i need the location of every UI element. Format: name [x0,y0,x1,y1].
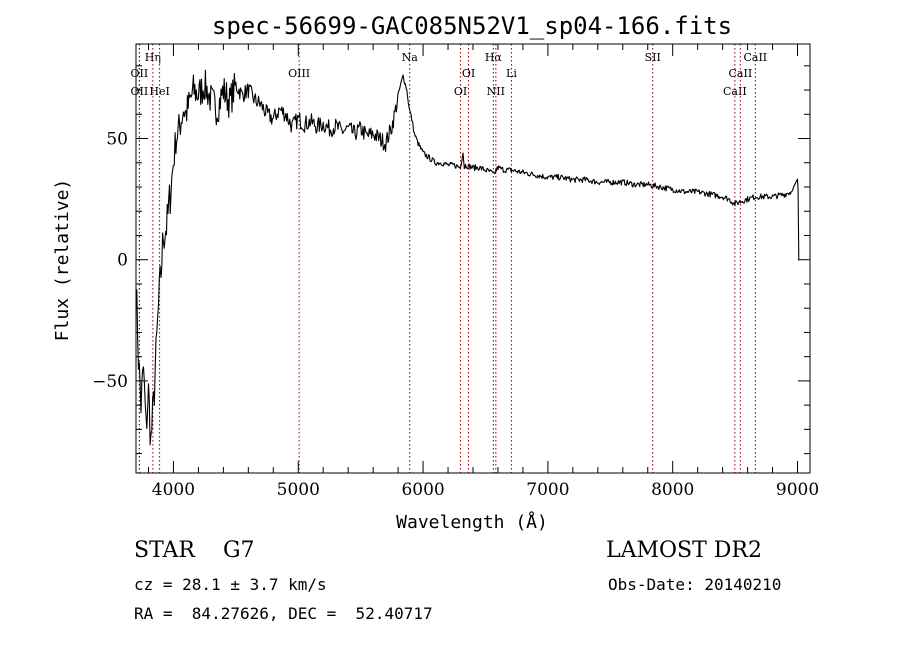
marker-label: Li [506,67,517,80]
coordinates: RA = 84.27626, DEC = 52.40717 [134,604,433,623]
marker-label: CaII [723,85,747,98]
marker-label: OIII [288,67,310,80]
y-tick-label: 0 [117,251,128,271]
marker-label: Hη [145,51,161,64]
y-axis-label: Flux (relative) [52,179,73,342]
x-tick-label: 9000 [776,480,819,500]
marker-label: Hα [485,51,503,64]
marker-label: HeI [149,85,169,98]
survey-name: LAMOST DR2 [606,538,762,563]
x-tick-label: 4000 [152,480,195,500]
marker-label: OII [131,85,149,98]
marker-label: OI [454,85,467,98]
x-tick-label: 5000 [277,480,320,500]
y-tick-label: −50 [92,372,128,392]
y-tick-label: 50 [106,130,128,150]
x-axis-label: Wavelength (Å) [396,511,548,533]
plot-frame [135,43,811,474]
spectrum-line [136,69,800,446]
marker-label: CaII [743,51,767,64]
obs-date: Obs-Date: 20140210 [608,575,782,594]
object-class: STAR G7 [134,538,255,563]
chart-title: spec-56699-GAC085N52V1_sp04-166.fits [212,12,732,40]
marker-label: CaII [729,67,753,80]
marker-label: OI [462,67,475,80]
axis-ticks: 4000 5000 6000 7000 8000 9000 −50 0 50 [92,44,819,500]
x-tick-label: 7000 [526,480,569,500]
marker-label: Na [402,51,419,64]
x-tick-label: 8000 [651,480,694,500]
marker-label: NII [487,85,505,98]
marker-label: SII [645,51,661,64]
spectral-line-markers: OIIOIIHηHeIOIIINaOIOIHαNIILiSIICaIICaIIC… [131,44,767,473]
redshift-readout: cz = 28.1 ± 3.7 km/s [134,575,327,594]
x-tick-label: 6000 [401,480,444,500]
